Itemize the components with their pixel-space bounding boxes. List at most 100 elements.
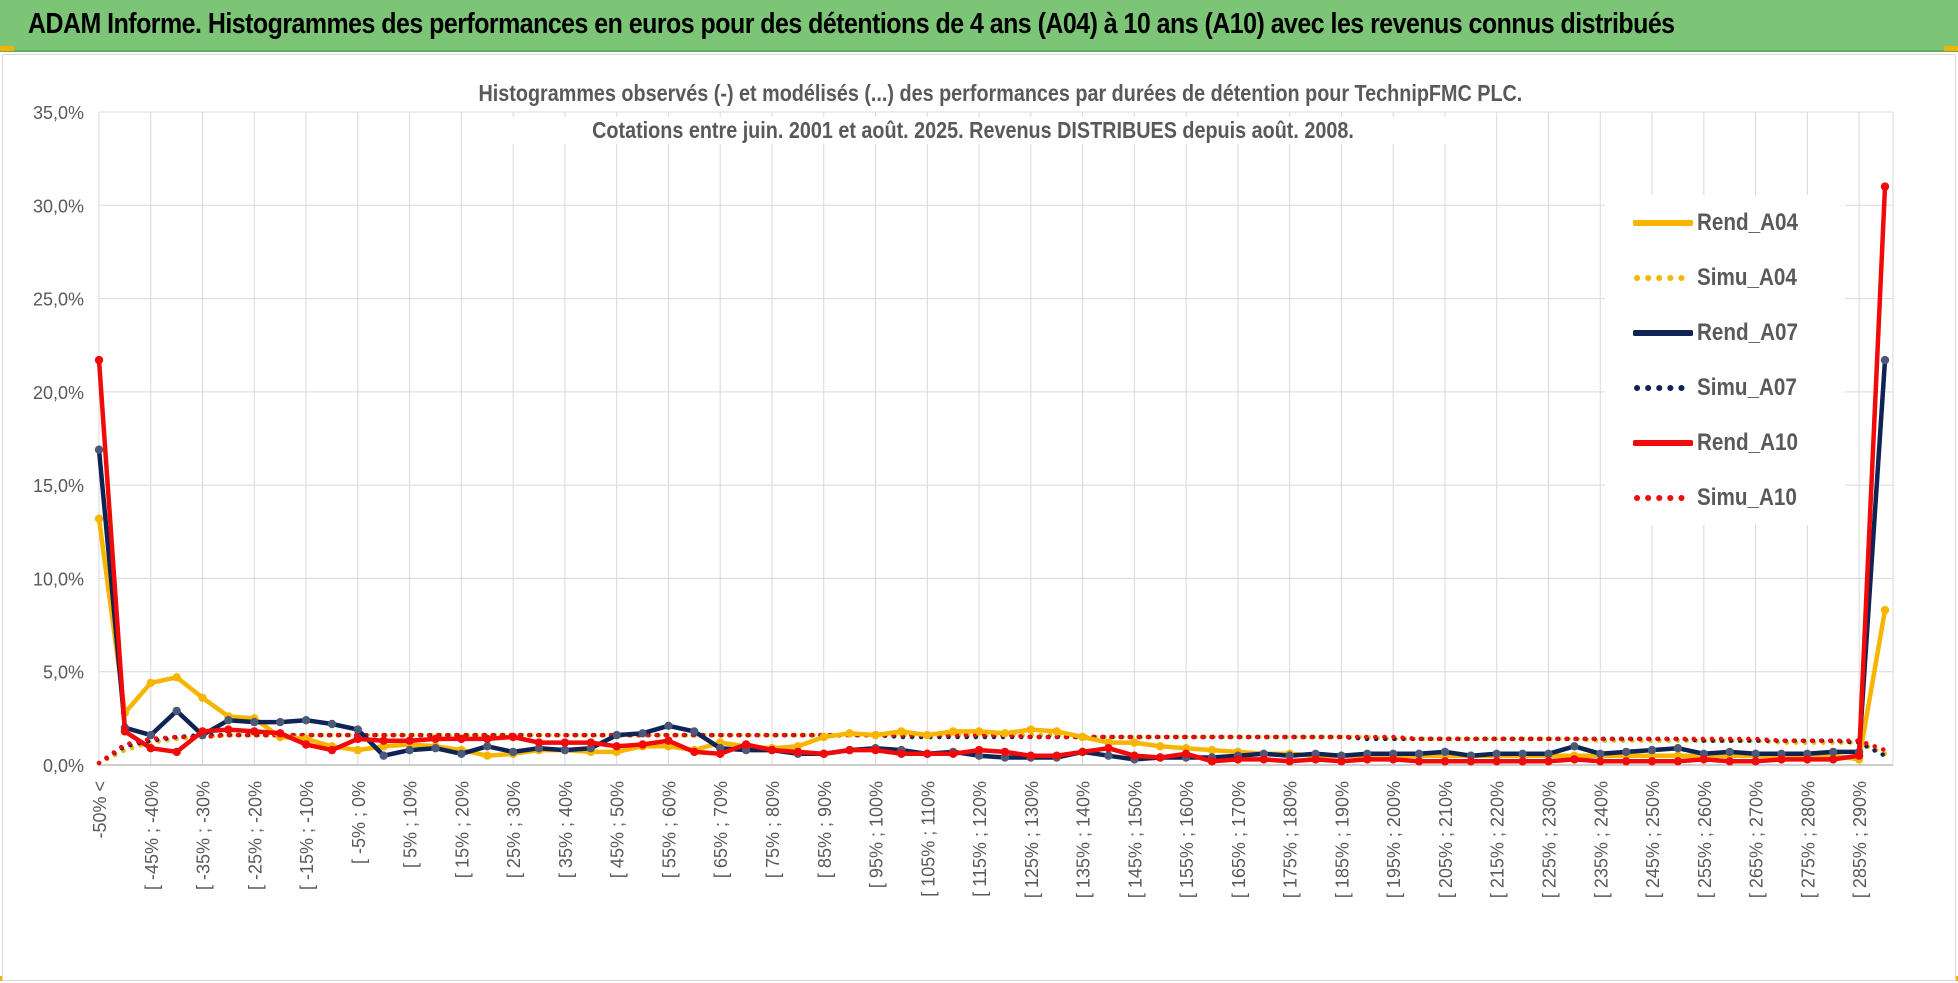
point-rend-a10 [1440,757,1450,766]
y-tick-label: 30,0% [33,196,84,216]
point-rend-a04 [353,745,362,755]
legend-label-rend-a07: Rend_A07 [1697,319,1798,346]
point-rend-a10 [897,749,906,758]
point-rend-a04 [94,514,104,523]
point-rend-a10 [1518,757,1527,766]
point-rend-a10 [1466,757,1476,766]
x-tick-label: [ 65% ; 70% [711,781,731,878]
x-tick-label: [ 175% ; 180% [1281,781,1301,898]
point-rend-a10 [690,747,699,757]
legend-item-rend-a10: Rend_A10 [1605,423,1845,463]
legend-item-simu-a04: Simu_A04 [1605,258,1845,298]
point-rend-a10 [1363,755,1372,764]
point-rend-a04 [172,673,181,682]
series-line-rend-a04 [96,516,1888,762]
y-tick-label: 15,0% [33,476,84,496]
legend-swatch-simu-a10 [1634,495,1693,501]
point-rend-a10 [120,727,130,736]
legend-item-rend-a04: Rend_A04 [1605,203,1845,243]
point-rend-a07 [1570,742,1579,751]
point-rend-a04 [897,727,906,736]
point-rend-a10 [741,740,751,749]
point-rend-a10 [871,745,880,755]
point-rend-a10 [1777,755,1786,764]
point-rend-a10 [1233,755,1243,764]
point-rend-a07 [431,744,440,753]
point-rend-a07 [560,745,570,755]
x-tick-label: [ 25% ; 30% [504,781,524,878]
point-rend-a10 [431,734,440,744]
point-rend-a10 [845,745,854,755]
legend-swatch-rend-a04 [1633,220,1693,226]
x-tick-label: [ 55% ; 60% [659,781,679,878]
point-rend-a07 [612,730,621,740]
legend-swatch-rend-a07 [1633,330,1693,336]
point-rend-a10 [1647,757,1657,766]
point-rend-a10 [327,745,337,755]
point-rend-a04 [1156,742,1165,751]
legend-label-simu-a04: Simu_A04 [1697,264,1797,291]
point-rend-a10 [276,729,285,738]
point-rend-a04 [845,729,854,738]
point-rend-a10 [1596,757,1605,766]
point-rend-a07 [224,716,233,725]
point-rend-a07 [1829,747,1838,757]
point-rend-a10 [353,734,362,744]
point-rend-a10 [1880,182,1890,191]
point-rend-a10 [612,742,621,751]
x-tick-label: [ 45% ; 50% [608,781,628,878]
point-rend-a10 [1570,755,1579,764]
x-tick-label: [ -5% ; 0% [349,781,369,864]
point-rend-a04 [819,732,828,742]
x-tick-label: [ 165% ; 170% [1229,781,1249,898]
point-rend-a10 [301,740,311,749]
chart-legend: Rend_A04 Simu_A04 Rend_A07 Simu_A07 Rend… [1605,195,1845,525]
point-rend-a10 [1052,751,1061,760]
x-tick-label: [ -45% ; -40% [142,781,162,890]
point-rend-a07 [1544,749,1553,758]
x-tick-label: [ 195% ; 200% [1384,781,1404,898]
point-rend-a07 [276,717,285,727]
series-line-rend-a10 [96,184,1888,764]
point-rend-a10 [1259,755,1269,764]
point-rend-a10 [250,727,259,736]
x-tick-label: [ 215% ; 220% [1488,781,1508,898]
x-tick-label: [ 115% ; 120% [970,781,990,897]
point-rend-a10 [1725,757,1734,766]
chart-title-line-1: Histogrammes observés (-) et modélisés (… [478,80,1523,107]
point-rend-a07 [405,745,414,755]
y-tick-label: 5,0% [43,663,84,683]
point-rend-a10 [793,747,803,757]
point-rend-a10 [1854,751,1864,760]
chart-title-line-2: Cotations entre juin. 2001 et août. 2025… [478,117,1468,144]
point-rend-a10 [508,732,518,742]
legend-label-simu-a07: Simu_A07 [1697,374,1797,401]
point-rend-a07 [353,725,362,734]
point-rend-a10 [1673,757,1683,766]
point-rend-a10 [1130,751,1139,760]
legend-item-rend-a07: Rend_A07 [1605,313,1845,353]
x-tick-label: [ 35% ; 40% [556,781,576,878]
point-rend-a10 [586,738,595,747]
point-rend-a07 [508,747,518,757]
point-rend-a10 [767,745,777,755]
point-rend-a04 [1000,729,1010,738]
point-rend-a10 [379,736,388,745]
point-rend-a10 [560,738,570,747]
point-rend-a07 [379,751,388,760]
x-tick-label: [ 145% ; 150% [1125,781,1145,898]
legend-label-rend-a04: Rend_A04 [1697,209,1798,236]
point-rend-a10 [172,747,181,757]
point-rend-a10 [483,734,492,744]
point-rend-a10 [94,355,104,365]
x-tick-label: [ 75% ; 80% [763,781,783,878]
point-rend-a10 [1544,757,1553,766]
point-rend-a04 [949,727,958,736]
point-rend-a10 [1803,755,1812,764]
x-tick-label: [ 85% ; 90% [815,781,835,878]
series-line-rend-a07 [96,357,1888,762]
y-tick-label: 10,0% [33,569,84,589]
point-rend-a10 [638,740,647,749]
point-rend-a10 [1104,744,1113,753]
x-tick-label: [ -35% ; -30% [194,781,214,890]
